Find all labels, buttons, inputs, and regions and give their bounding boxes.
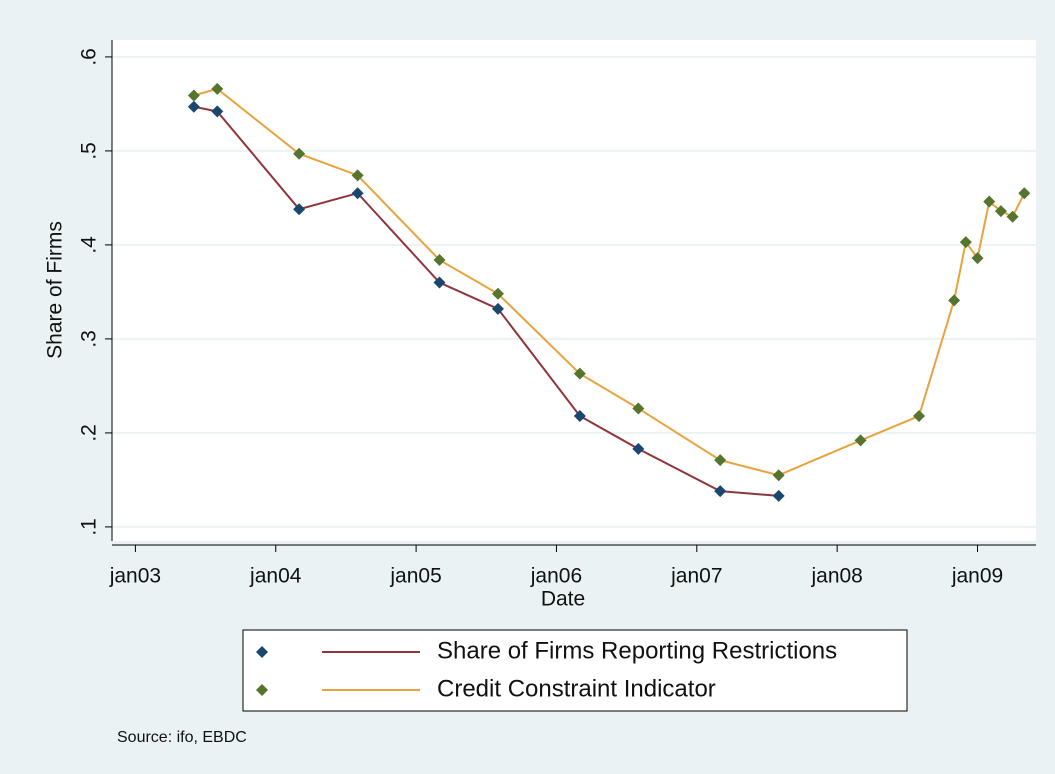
y-axis-title: Share of Firms <box>44 221 67 359</box>
marker <box>293 203 306 216</box>
marker <box>772 469 785 482</box>
marker <box>948 294 961 307</box>
marker <box>994 205 1007 218</box>
legend <box>242 629 908 712</box>
marker <box>913 409 926 422</box>
x-axis-title: Date <box>541 588 585 611</box>
legend-label: Share of Firms Reporting Restrictions <box>437 637 837 664</box>
marker <box>351 169 364 182</box>
marker <box>959 236 972 249</box>
marker <box>491 302 504 315</box>
x-tick-label: jan07 <box>670 565 722 588</box>
x-tick-label: jan04 <box>249 565 302 588</box>
legend-label: Credit Constraint Indicator <box>437 675 716 702</box>
x-tick-label: jan08 <box>810 565 862 588</box>
y-tick-label: .3 <box>78 330 101 348</box>
marker <box>351 187 364 200</box>
marker <box>187 100 200 113</box>
marker <box>573 367 586 380</box>
marker <box>433 276 446 289</box>
y-tick-label: .2 <box>78 424 101 442</box>
marker <box>1018 187 1031 200</box>
marker <box>1006 210 1019 223</box>
plot-area <box>112 40 1036 541</box>
marker <box>714 485 727 498</box>
source-note: Source: ifo, EBDC <box>117 729 247 746</box>
x-tick-label: jan09 <box>951 565 1003 588</box>
y-tick-label: .4 <box>78 236 101 254</box>
marker <box>433 253 446 266</box>
marker <box>854 434 867 447</box>
x-tick-label: jan03 <box>109 565 161 588</box>
marker <box>187 89 200 102</box>
y-tick-label: .5 <box>78 142 101 160</box>
legend-marker <box>256 684 268 696</box>
marker <box>971 252 984 265</box>
y-tick-label: .6 <box>78 48 101 66</box>
x-tick-label: jan05 <box>389 565 441 588</box>
marker <box>632 442 645 455</box>
marker <box>573 409 586 422</box>
legend-marker <box>256 646 268 658</box>
marker <box>293 147 306 160</box>
y-tick-label: .1 <box>78 518 101 536</box>
marker <box>772 489 785 502</box>
marker <box>491 287 504 300</box>
x-tick-label: jan06 <box>530 565 582 588</box>
marker <box>211 82 224 95</box>
marker <box>983 195 996 208</box>
marker <box>632 402 645 415</box>
marker <box>714 454 727 467</box>
series-line <box>193 105 779 497</box>
marker <box>211 105 224 118</box>
